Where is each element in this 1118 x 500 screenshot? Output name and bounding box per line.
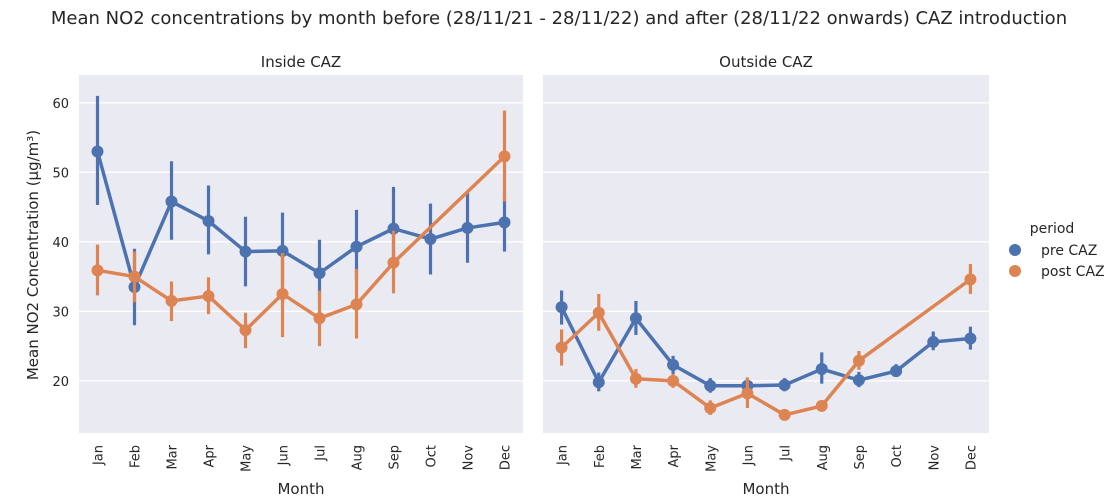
point-post-caz-jan (555, 341, 568, 354)
point-pre-caz-dec (498, 216, 511, 229)
x-tick-label-jan: Jan (556, 445, 571, 466)
x-tick-label-jan: Jan (92, 445, 107, 466)
point-pre-caz-mar (165, 195, 178, 208)
point-pre-caz-sep (387, 222, 400, 235)
series-line-pre-caz (95, 149, 507, 289)
series-post-caz (555, 264, 977, 421)
chart-title: Mean NO2 concentrations by month before … (51, 8, 1067, 29)
series-line-post-caz (95, 154, 507, 332)
point-post-caz-may (704, 401, 717, 414)
x-tick-label-may: May (704, 445, 719, 472)
point-pre-caz-may (239, 245, 252, 258)
x-tick-label-sep: Sep (388, 445, 403, 470)
point-pre-caz-jan (91, 145, 104, 158)
x-tick-label-jul: Jul (779, 445, 794, 462)
point-pre-caz-feb (592, 376, 605, 389)
panel-outside-caz: Jan Feb Mar Apr May Jun Jul Aug Sep Oct Nov Dec Mont… (543, 53, 989, 498)
x-axis-title: Month (742, 480, 789, 498)
point-post-caz-aug (815, 399, 828, 412)
point-post-caz-jan (91, 264, 104, 277)
legend-label-pre-caz: pre CAZ (1041, 243, 1097, 259)
point-pre-caz-nov (461, 221, 474, 234)
point-pre-caz-aug (350, 240, 363, 253)
legend-marker-pre-caz (1009, 244, 1021, 256)
x-tick-label-feb: Feb (129, 445, 144, 468)
point-pre-caz-sep (852, 374, 865, 387)
point-post-caz-mar (629, 372, 642, 385)
x-tick-label-apr: Apr (667, 444, 682, 467)
legend-label-post-caz: post CAZ (1041, 264, 1105, 280)
panel-inside-caz: 20 30 40 50 60 Jan Feb Mar Apr May Jun Jul Aug Sep Oct… (52, 53, 523, 498)
panel-title: Inside CAZ (261, 53, 341, 71)
point-post-caz-jun (276, 287, 289, 300)
x-tick-label-mar: Mar (166, 444, 181, 469)
y-axis-title: Mean NO2 Concentration (µg/m³) (24, 130, 42, 380)
point-post-caz-jul (313, 312, 326, 325)
point-pre-caz-nov (927, 335, 940, 348)
x-tick-label-dec: Dec (964, 445, 979, 470)
legend-title: period (1030, 221, 1075, 237)
point-pre-caz-may (704, 379, 717, 392)
point-pre-caz-apr (202, 214, 215, 227)
x-tick-label-nov: Nov (462, 445, 477, 471)
series-post-caz (91, 110, 511, 349)
x-tick-label-apr: Apr (203, 444, 218, 467)
x-axis-title: Month (277, 480, 324, 498)
point-pre-caz-jul (313, 267, 326, 280)
x-tick-label-jun: Jun (741, 445, 756, 466)
x-tick-label-nov: Nov (927, 445, 942, 471)
panel-title: Outside CAZ (719, 53, 813, 71)
point-post-caz-apr (667, 374, 680, 387)
point-pre-caz-mar (629, 312, 642, 325)
series-pre-caz (555, 290, 977, 393)
point-pre-caz-jan (555, 301, 568, 314)
x-tick-label-sep: Sep (853, 445, 868, 470)
point-pre-caz-oct (890, 365, 903, 378)
point-pre-caz-dec (964, 332, 977, 345)
point-post-caz-feb (592, 306, 605, 319)
point-pre-caz-aug (815, 363, 828, 376)
point-post-caz-sep (387, 256, 400, 269)
y-tick-label-30: 30 (52, 305, 69, 320)
point-post-caz-dec (498, 150, 511, 163)
x-tick-label-dec: Dec (499, 445, 514, 470)
legend-marker-post-caz (1009, 265, 1021, 277)
x-tick-label-jun: Jun (277, 445, 292, 466)
series-line-pre-caz (559, 305, 973, 388)
series-line-post-caz (559, 277, 973, 417)
point-pre-caz-jul (778, 379, 791, 392)
x-tick-label-aug: Aug (816, 445, 831, 470)
point-post-caz-sep (852, 354, 865, 367)
point-post-caz-apr (202, 290, 215, 303)
y-tick-label-50: 50 (52, 166, 69, 181)
x-tick-label-jul: Jul (314, 445, 329, 462)
point-post-caz-dec (964, 273, 977, 286)
x-tick-label-oct: Oct (890, 445, 905, 467)
point-pre-caz-apr (667, 358, 680, 371)
legend: period pre CAZ post CAZ (1009, 221, 1105, 280)
x-tick-label-may: May (240, 445, 255, 472)
y-tick-label-40: 40 (52, 236, 69, 251)
x-tick-label-feb: Feb (593, 445, 608, 468)
point-post-caz-feb (128, 270, 141, 283)
point-post-caz-may (239, 324, 252, 337)
point-post-caz-aug (350, 298, 363, 311)
point-pre-caz-jun (276, 244, 289, 257)
point-post-caz-mar (165, 294, 178, 307)
y-tick-label-20: 20 (52, 375, 69, 390)
x-tick-label-mar: Mar (630, 444, 645, 469)
point-post-caz-jul (778, 408, 791, 421)
x-tick-label-aug: Aug (351, 445, 366, 470)
point-pre-caz-oct (424, 233, 437, 246)
panel-background (79, 75, 523, 433)
y-tick-label-60: 60 (52, 97, 69, 112)
x-tick-label-oct: Oct (425, 445, 440, 467)
panels: 20 30 40 50 60 Jan Feb Mar Apr May Jun Jul Aug Sep Oct… (52, 53, 989, 498)
panel-background (543, 75, 989, 433)
point-post-caz-jun (741, 387, 754, 400)
